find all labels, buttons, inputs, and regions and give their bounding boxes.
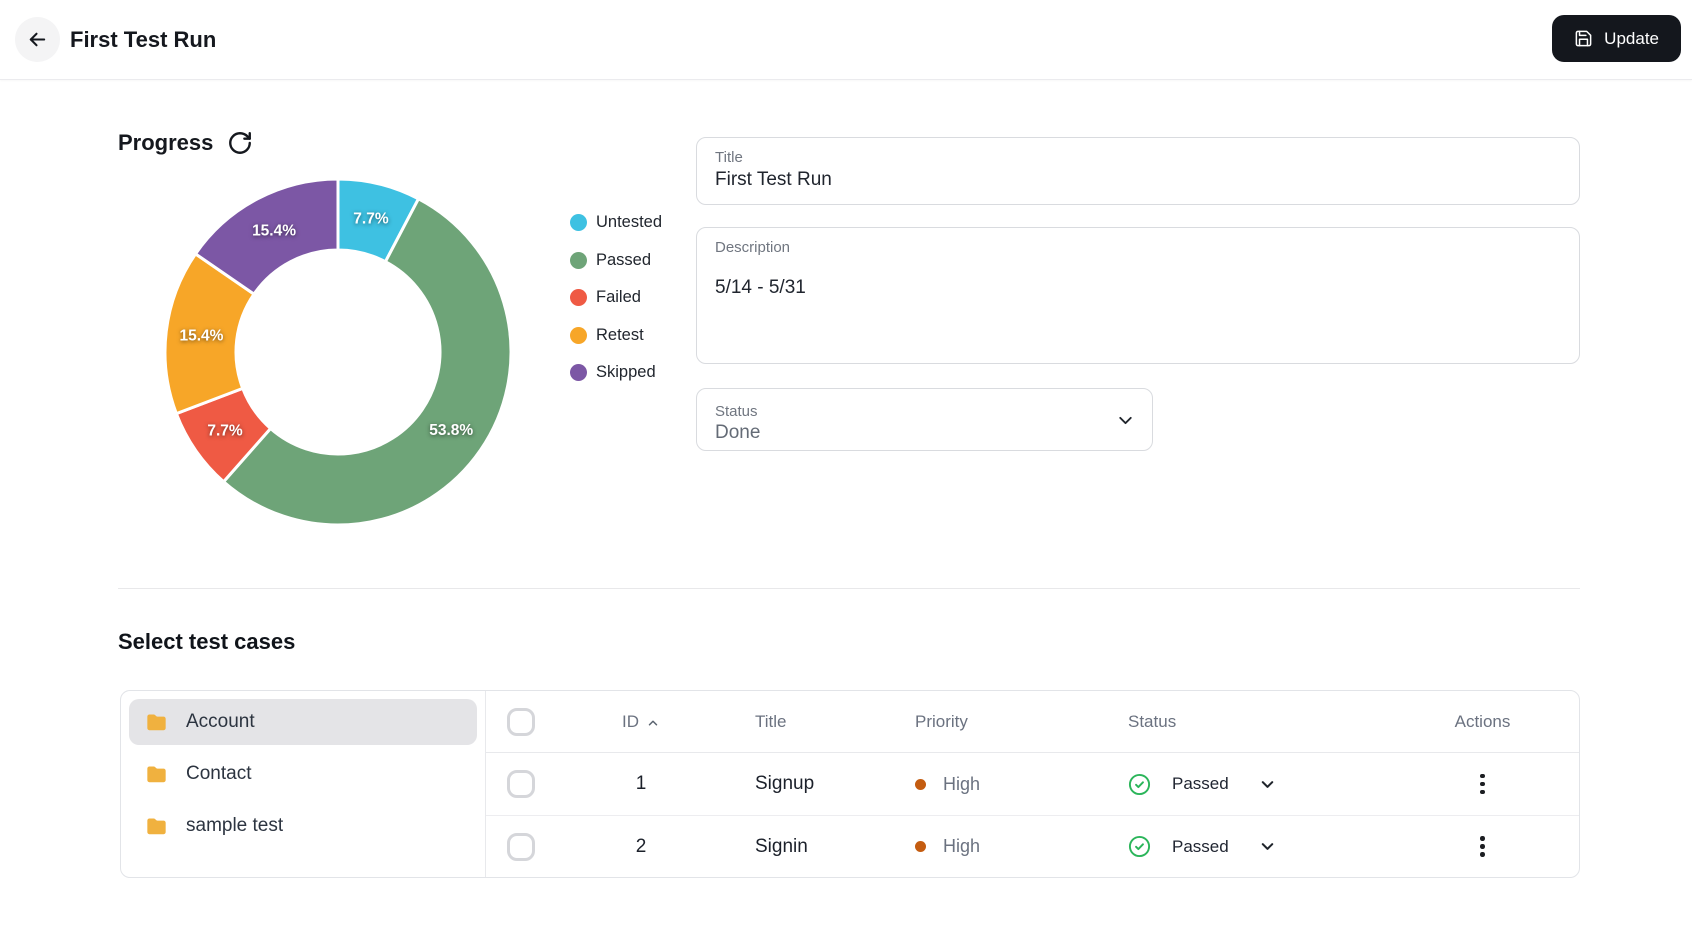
title-field[interactable]: Title First Test Run (696, 137, 1580, 205)
title-field-value: First Test Run (715, 169, 832, 190)
back-arrow-icon (29, 32, 46, 47)
folder-name: Contact (186, 763, 252, 784)
donut-slice-label: 15.4% (252, 222, 296, 239)
donut-slice-label: 7.7% (207, 422, 243, 439)
update-button[interactable]: Update (1552, 15, 1681, 62)
refresh-icon[interactable] (226, 129, 254, 157)
progress-donut-chart: 7.7% 53.8% 7.7% 15.4% 15.4% (163, 177, 513, 527)
row-title: Signup (755, 773, 815, 794)
donut-slice-label: 7.7% (353, 211, 389, 228)
description-field-label: Description (715, 239, 791, 256)
priority-dot (915, 841, 926, 852)
column-header-id[interactable]: ID (556, 712, 726, 732)
status-dropdown[interactable]: Passed (1128, 835, 1277, 858)
select-all-checkbox[interactable] (507, 707, 535, 736)
folder-name: Account (186, 711, 255, 732)
donut-slice-label: 53.8% (429, 422, 473, 439)
legend-item: Untested (570, 204, 662, 242)
legend-item: Skipped (570, 354, 662, 392)
donut-slice-label: 15.4% (180, 328, 224, 345)
legend-label: Passed (596, 250, 652, 269)
table-row: 2 Signin High Passed (486, 815, 1579, 877)
row-checkbox[interactable] (507, 770, 535, 798)
check-circle-icon (1128, 835, 1151, 858)
column-header-title: Title (755, 711, 787, 731)
row-id: 1 (635, 773, 647, 794)
folder-item-sample-test[interactable]: sample test (129, 803, 477, 849)
app-header: First Test Run Update (0, 0, 1692, 80)
legend-swatch-passed (570, 251, 587, 269)
row-priority: High (906, 836, 1126, 857)
save-icon (1575, 30, 1592, 47)
row-id: 2 (635, 835, 647, 857)
row-checkbox[interactable] (507, 832, 535, 861)
column-header-id-label: ID (622, 711, 639, 731)
table-header-row: ID Title Priority Status Actions (486, 691, 1579, 753)
folder-icon (147, 713, 166, 730)
test-cases-table: ID Title Priority Status Actions 1 Signu… (486, 691, 1579, 877)
chevron-down-icon (1261, 843, 1273, 850)
folder-icon (147, 817, 166, 834)
test-cases-panel: Account Contact sample test ID Title Pri… (120, 690, 1580, 878)
legend-label: Untested (596, 213, 663, 232)
check-circle-icon (1128, 773, 1151, 795)
row-priority: High (906, 774, 1126, 795)
chevron-down-icon (1119, 416, 1132, 425)
update-button-label: Update (1604, 28, 1659, 48)
progress-heading: Progress (118, 130, 214, 155)
description-field-value: 5/14 - 5/31 (715, 277, 806, 298)
section-divider (118, 588, 1580, 589)
status-select-label: Status (715, 403, 758, 420)
priority-dot (915, 778, 926, 790)
column-header-actions: Actions (1454, 711, 1511, 731)
row-actions-menu-icon[interactable] (1474, 768, 1491, 801)
status-label: Passed (1172, 836, 1229, 856)
legend-label: Retest (596, 325, 644, 344)
table-row: 1 Signup High Passed (486, 753, 1579, 815)
sort-asc-icon (648, 719, 658, 726)
chart-legend: Untested Passed Failed Retest Skipped (570, 204, 662, 392)
folder-item-contact[interactable]: Contact (129, 751, 477, 797)
legend-item: Retest (570, 317, 662, 355)
legend-label: Failed (596, 288, 641, 307)
legend-item: Passed (570, 242, 662, 280)
title-field-label: Title (715, 149, 743, 166)
status-select[interactable]: Status Done (696, 388, 1153, 451)
priority-label: High (943, 836, 981, 856)
column-header-status: Status (1128, 711, 1177, 731)
row-title: Signin (755, 835, 808, 857)
legend-swatch-skipped (570, 364, 587, 382)
folder-tree: Account Contact sample test (121, 691, 486, 877)
folder-item-account[interactable]: Account (129, 699, 477, 745)
back-button[interactable] (15, 17, 60, 62)
legend-swatch-untested (570, 214, 587, 232)
donut-slice-passed (222, 197, 513, 527)
page-title: First Test Run (70, 27, 217, 52)
donut-slice-skipped (194, 177, 340, 296)
legend-label: Skipped (596, 363, 656, 382)
legend-swatch-failed (570, 289, 587, 307)
legend-swatch-retest (570, 326, 587, 344)
priority-label: High (943, 773, 981, 794)
select-test-cases-heading: Select test cases (118, 629, 296, 654)
chevron-down-icon (1261, 780, 1273, 788)
folder-name: sample test (186, 815, 284, 836)
row-actions-menu-icon[interactable] (1474, 830, 1491, 863)
column-header-priority: Priority (915, 711, 968, 731)
status-select-value: Done (715, 422, 761, 443)
folder-icon (147, 765, 166, 782)
status-label: Passed (1172, 774, 1229, 793)
status-dropdown[interactable]: Passed (1128, 773, 1277, 796)
legend-item: Failed (570, 279, 662, 317)
description-field[interactable]: Description 5/14 - 5/31 (696, 227, 1580, 364)
